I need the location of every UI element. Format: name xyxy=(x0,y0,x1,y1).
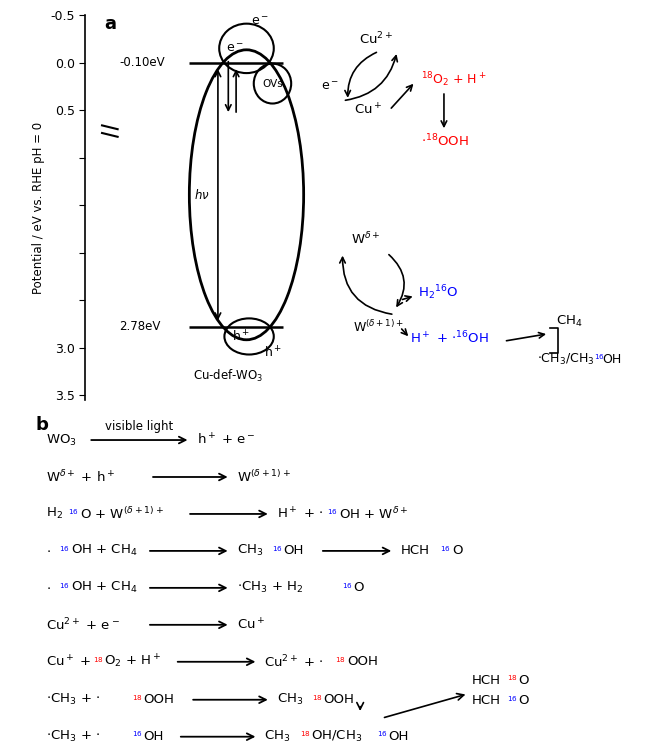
Text: H$_2$$^{16}$O: H$_2$$^{16}$O xyxy=(418,283,459,302)
Text: $^{16}$: $^{16}$ xyxy=(272,546,283,556)
Text: $\cdot$CH$_3$ + H$_2$: $\cdot$CH$_3$ + H$_2$ xyxy=(237,581,303,596)
Text: W$^{\delta+}$: W$^{\delta+}$ xyxy=(351,230,381,247)
Text: $^{16}$: $^{16}$ xyxy=(58,546,70,556)
Text: H$_2$: H$_2$ xyxy=(47,507,64,522)
Text: h$^+$: h$^+$ xyxy=(265,345,283,360)
Text: Cu$^{2+}$ + e$^-$: Cu$^{2+}$ + e$^-$ xyxy=(47,617,120,633)
Text: $^{16}$: $^{16}$ xyxy=(377,732,388,741)
Text: WO$_3$: WO$_3$ xyxy=(47,433,78,448)
Text: W$^{(\delta+1)+}$: W$^{(\delta+1)+}$ xyxy=(237,469,290,485)
Text: OH/CH$_3$: OH/CH$_3$ xyxy=(311,729,363,744)
Text: $^{16}$: $^{16}$ xyxy=(594,354,604,364)
Text: $^{16}$: $^{16}$ xyxy=(342,583,353,593)
Text: W$^{\delta+}$ + h$^+$: W$^{\delta+}$ + h$^+$ xyxy=(47,469,116,485)
Text: $^{18}$: $^{18}$ xyxy=(300,732,311,741)
Text: $^{16}$: $^{16}$ xyxy=(58,583,70,593)
Text: OH: OH xyxy=(284,544,304,557)
Text: HCH: HCH xyxy=(471,695,501,707)
Text: e$^-$: e$^-$ xyxy=(250,15,269,28)
Text: $^{16}$: $^{16}$ xyxy=(68,509,79,519)
Text: OOH: OOH xyxy=(143,693,174,706)
Text: Cu$^+$ +: Cu$^+$ + xyxy=(47,654,93,670)
Text: CH$_4$: CH$_4$ xyxy=(556,313,582,328)
Text: W$^{(\delta+1)+}$: W$^{(\delta+1)+}$ xyxy=(353,319,405,335)
Text: $^{18}$: $^{18}$ xyxy=(93,657,104,667)
Text: CH$_3$: CH$_3$ xyxy=(237,544,263,559)
Text: CH$_3$: CH$_3$ xyxy=(277,692,304,707)
Text: Cu$^{2+}$ + $\cdot$: Cu$^{2+}$ + $\cdot$ xyxy=(264,654,324,670)
Text: -0.10eV: -0.10eV xyxy=(119,56,165,69)
Text: Cu$^+$: Cu$^+$ xyxy=(237,617,265,633)
Text: h$^+$: h$^+$ xyxy=(232,328,250,344)
Text: $^{16}$: $^{16}$ xyxy=(440,546,451,556)
Text: OOH: OOH xyxy=(324,693,355,706)
Text: O$_2$ + H$^+$: O$_2$ + H$^+$ xyxy=(104,653,162,670)
Text: OH + CH$_4$: OH + CH$_4$ xyxy=(70,544,137,559)
Text: OH + CH$_4$: OH + CH$_4$ xyxy=(70,581,137,596)
Text: HCH: HCH xyxy=(400,544,429,557)
Text: O: O xyxy=(353,581,364,594)
Text: $^{16}$: $^{16}$ xyxy=(507,696,517,706)
Text: $\cdot$CH$_3$/CH$_3$: $\cdot$CH$_3$/CH$_3$ xyxy=(537,352,595,367)
Text: CH$_3$: CH$_3$ xyxy=(264,729,291,744)
Text: $\cdot$: $\cdot$ xyxy=(47,581,51,594)
Text: O: O xyxy=(518,673,529,687)
Text: Cu$^+$: Cu$^+$ xyxy=(354,103,383,118)
Text: e$^-$: e$^-$ xyxy=(226,42,244,55)
Text: h$^+$ + e$^-$: h$^+$ + e$^-$ xyxy=(196,433,255,448)
Text: $^{18}$: $^{18}$ xyxy=(312,695,323,704)
Text: $^{16}$: $^{16}$ xyxy=(327,509,338,519)
Text: e$^-$: e$^-$ xyxy=(321,80,338,93)
Text: $^{16}$: $^{16}$ xyxy=(131,732,143,741)
Text: $^{18}$: $^{18}$ xyxy=(131,695,143,704)
Text: OH: OH xyxy=(143,730,164,743)
Text: $^{18}$: $^{18}$ xyxy=(336,657,346,667)
Y-axis label: Potential / eV vs. RHE pH = 0: Potential / eV vs. RHE pH = 0 xyxy=(32,122,45,294)
Text: OH + W$^{\delta+}$: OH + W$^{\delta+}$ xyxy=(338,506,408,522)
Text: O: O xyxy=(452,544,463,557)
Text: OH: OH xyxy=(388,730,409,743)
Text: OVs: OVs xyxy=(262,79,283,88)
Text: $^{18}$: $^{18}$ xyxy=(507,675,517,686)
Text: b: b xyxy=(36,415,49,433)
Text: O: O xyxy=(518,695,529,707)
Text: $\cdot^{18}$OOH: $\cdot^{18}$OOH xyxy=(420,132,468,149)
Text: Cu$^{2+}$: Cu$^{2+}$ xyxy=(359,30,394,47)
Text: H$^+$ + $\cdot$: H$^+$ + $\cdot$ xyxy=(277,507,323,522)
Text: OOH: OOH xyxy=(347,655,378,668)
Text: 2.78eV: 2.78eV xyxy=(119,320,160,334)
Text: H$^+$ + $\cdot$$^{16}$OH: H$^+$ + $\cdot$$^{16}$OH xyxy=(410,330,489,347)
Text: visible light: visible light xyxy=(105,421,173,433)
Text: $^{18}$O$_2$ + H$^+$: $^{18}$O$_2$ + H$^+$ xyxy=(420,70,486,89)
Text: a: a xyxy=(104,15,117,33)
Text: $\cdot$CH$_3$ + $\cdot$: $\cdot$CH$_3$ + $\cdot$ xyxy=(47,692,101,707)
Text: Cu-def-WO$_3$: Cu-def-WO$_3$ xyxy=(193,368,263,384)
Text: $\cdot$CH$_3$ + $\cdot$: $\cdot$CH$_3$ + $\cdot$ xyxy=(47,729,101,744)
Text: OH: OH xyxy=(602,353,622,365)
Text: $\cdot$: $\cdot$ xyxy=(47,544,51,557)
Text: O + W$^{(\delta+1)+}$: O + W$^{(\delta+1)+}$ xyxy=(79,506,164,522)
Text: h$\nu$: h$\nu$ xyxy=(194,188,210,202)
Text: HCH: HCH xyxy=(471,673,501,687)
